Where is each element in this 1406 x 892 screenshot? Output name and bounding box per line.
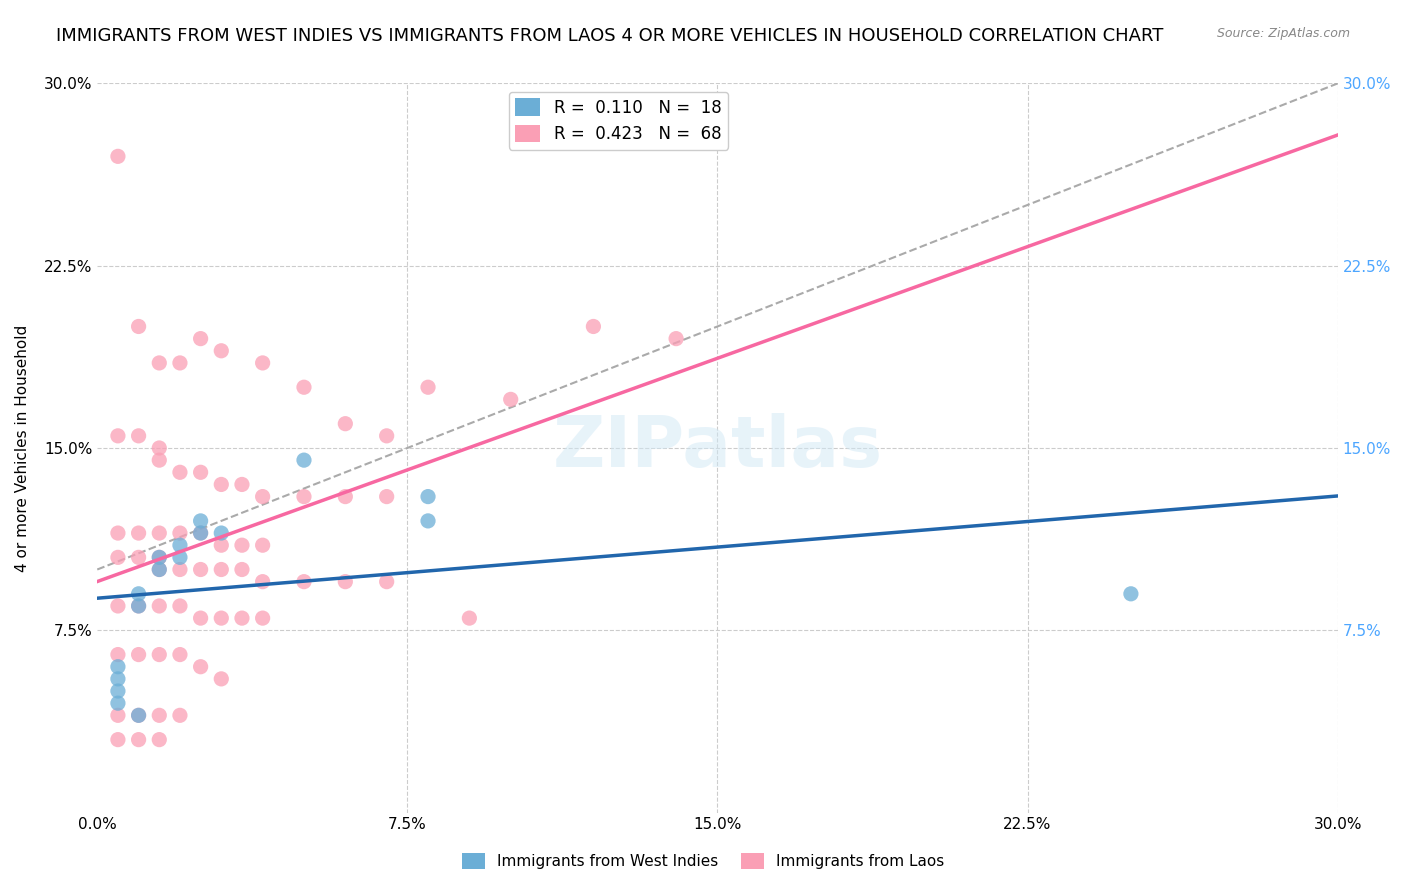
Point <box>128 550 150 565</box>
Point <box>416 380 439 394</box>
Point <box>335 574 357 589</box>
Point <box>169 465 191 479</box>
Point <box>209 562 232 576</box>
Point <box>128 526 150 541</box>
Point <box>335 490 357 504</box>
Point <box>209 477 232 491</box>
Point <box>128 429 150 443</box>
Point <box>190 465 212 479</box>
Point <box>231 611 253 625</box>
Point <box>148 708 170 723</box>
Point <box>128 732 150 747</box>
Text: IMMIGRANTS FROM WEST INDIES VS IMMIGRANTS FROM LAOS 4 OR MORE VEHICLES IN HOUSEH: IMMIGRANTS FROM WEST INDIES VS IMMIGRANT… <box>56 27 1164 45</box>
Point <box>107 648 129 662</box>
Legend: R =  0.110   N =  18, R =  0.423   N =  68: R = 0.110 N = 18, R = 0.423 N = 68 <box>509 92 728 150</box>
Point <box>148 648 170 662</box>
Point <box>209 611 232 625</box>
Point <box>107 429 129 443</box>
Point <box>375 574 398 589</box>
Point <box>209 343 232 358</box>
Point <box>231 477 253 491</box>
Point <box>107 708 129 723</box>
Point <box>107 526 129 541</box>
Point <box>148 599 170 613</box>
Point <box>169 356 191 370</box>
Point <box>292 574 315 589</box>
Point <box>190 562 212 576</box>
Point <box>128 648 150 662</box>
Legend: Immigrants from West Indies, Immigrants from Laos: Immigrants from West Indies, Immigrants … <box>456 847 950 875</box>
Point <box>128 587 150 601</box>
Point <box>128 599 150 613</box>
Point <box>148 526 170 541</box>
Point <box>169 599 191 613</box>
Point <box>107 732 129 747</box>
Point <box>416 490 439 504</box>
Point <box>169 526 191 541</box>
Point <box>128 599 150 613</box>
Point <box>190 659 212 673</box>
Point <box>209 538 232 552</box>
Point <box>252 490 274 504</box>
Point <box>582 319 605 334</box>
Point <box>107 599 129 613</box>
Point <box>252 574 274 589</box>
Point <box>107 684 129 698</box>
Point <box>148 550 170 565</box>
Point <box>209 672 232 686</box>
Point <box>169 538 191 552</box>
Point <box>231 538 253 552</box>
Point <box>190 526 212 541</box>
Point <box>1119 587 1142 601</box>
Point <box>107 149 129 163</box>
Point <box>190 332 212 346</box>
Point <box>169 708 191 723</box>
Point <box>252 356 274 370</box>
Point <box>128 319 150 334</box>
Point <box>375 490 398 504</box>
Point <box>107 672 129 686</box>
Point <box>252 538 274 552</box>
Point <box>335 417 357 431</box>
Point <box>107 550 129 565</box>
Text: Source: ZipAtlas.com: Source: ZipAtlas.com <box>1216 27 1350 40</box>
Point <box>416 514 439 528</box>
Point <box>499 392 522 407</box>
Point <box>292 453 315 467</box>
Y-axis label: 4 or more Vehicles in Household: 4 or more Vehicles in Household <box>15 325 30 572</box>
Point <box>292 380 315 394</box>
Point <box>169 648 191 662</box>
Point <box>665 332 688 346</box>
Point <box>209 526 232 541</box>
Point <box>148 550 170 565</box>
Point <box>375 429 398 443</box>
Point <box>148 453 170 467</box>
Point <box>190 514 212 528</box>
Point <box>128 708 150 723</box>
Point <box>458 611 481 625</box>
Point <box>231 562 253 576</box>
Point <box>190 526 212 541</box>
Point <box>128 708 150 723</box>
Point <box>148 562 170 576</box>
Point <box>148 356 170 370</box>
Point <box>169 550 191 565</box>
Point <box>107 659 129 673</box>
Point <box>107 696 129 710</box>
Point <box>292 490 315 504</box>
Point <box>148 441 170 455</box>
Point <box>252 611 274 625</box>
Point <box>190 611 212 625</box>
Point <box>148 562 170 576</box>
Point <box>148 732 170 747</box>
Text: ZIPatlas: ZIPatlas <box>553 414 883 483</box>
Point <box>169 562 191 576</box>
